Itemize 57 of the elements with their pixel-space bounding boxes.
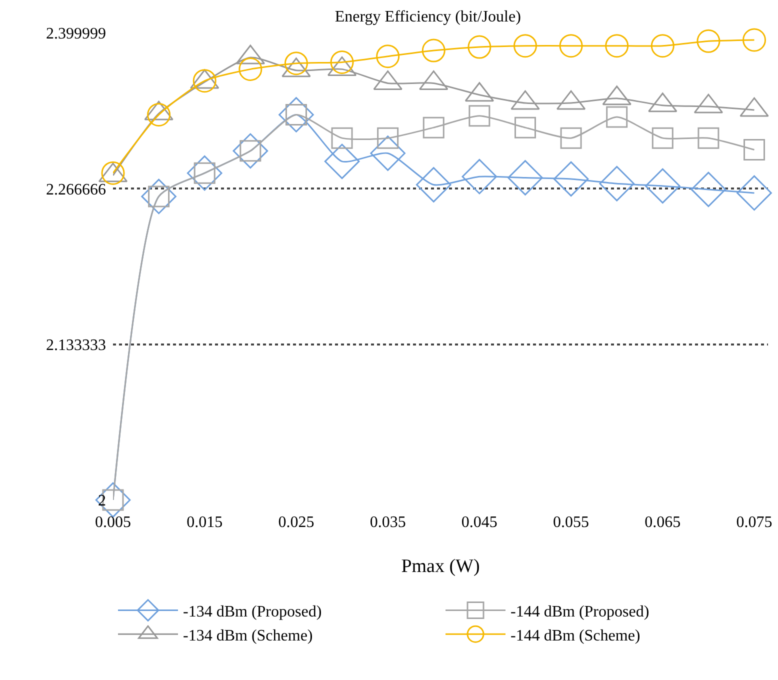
point [462, 158, 498, 194]
point [141, 178, 176, 214]
chart-title: Energy Efficiency (bit/Joule) [334, 8, 521, 26]
point [186, 155, 222, 191]
x-tick-label: 0.015 [186, 514, 223, 531]
point [652, 127, 674, 149]
point [95, 482, 131, 518]
point [514, 116, 536, 138]
point [376, 44, 400, 68]
point [514, 34, 537, 58]
x-tick-label: 0.025 [278, 514, 314, 531]
point [278, 97, 314, 132]
point [645, 168, 680, 204]
x-tick-label: 0.005 [95, 514, 131, 531]
legend-label: -144 dBm (Scheme) [510, 627, 640, 644]
x-tick-label: 0.045 [461, 514, 498, 531]
point [742, 28, 766, 52]
y-tick-label: 2.399999 [46, 26, 106, 43]
point [416, 167, 452, 202]
point [192, 69, 216, 93]
point [468, 105, 490, 127]
point [422, 116, 444, 138]
x-tick-label: 0.055 [553, 514, 590, 531]
point [377, 127, 399, 149]
legend-label: -144 dBm (Proposed) [510, 604, 650, 621]
point [698, 127, 720, 149]
point [736, 175, 772, 211]
point [330, 50, 354, 74]
x-tick-label: 0.035 [370, 514, 406, 531]
point [599, 166, 634, 202]
point [147, 102, 171, 126]
point [370, 136, 406, 171]
point [560, 127, 582, 149]
x-tick-label: 0.065 [644, 514, 681, 531]
point [605, 34, 629, 58]
point [744, 139, 766, 160]
point [690, 172, 726, 208]
point [553, 161, 589, 197]
point [606, 106, 628, 128]
point [422, 38, 446, 62]
y-tick-label: 2 [98, 492, 106, 510]
x-axis-title: Pmax (W) [401, 556, 480, 577]
point [468, 35, 492, 59]
x-tick-label: 0.075 [736, 514, 772, 531]
point [508, 160, 543, 196]
legend-label: -134 dBm (Proposed) [183, 604, 322, 621]
point [232, 133, 268, 169]
point [696, 29, 720, 53]
point [559, 34, 583, 58]
point [324, 144, 360, 180]
point [331, 127, 353, 149]
point [650, 34, 674, 58]
legend-label: -134 dBm (Scheme) [183, 627, 313, 644]
point [284, 52, 308, 76]
y-tick-label: 2.266666 [46, 181, 106, 198]
y-tick-label: 2.133333 [46, 336, 106, 354]
point [238, 57, 262, 81]
